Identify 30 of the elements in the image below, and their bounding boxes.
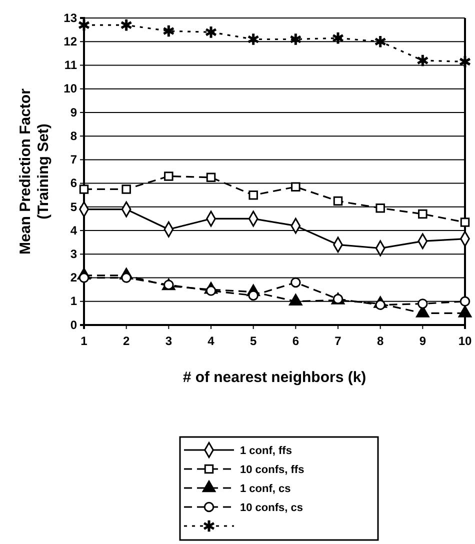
y-tick-label: 7 — [70, 152, 78, 167]
y-tick-label: 4 — [70, 223, 78, 238]
y-tick-label: 0 — [70, 318, 78, 332]
x-tick-label: 10 — [458, 334, 472, 348]
x-tick-label: 2 — [122, 334, 130, 348]
x-tick-label: 1 — [80, 334, 88, 348]
y-tick-label: 6 — [70, 176, 78, 190]
y-tick-label: 12 — [64, 34, 78, 48]
x-axis-title: # of nearest neighbors (k) — [182, 369, 366, 386]
x-tick-label: 8 — [376, 334, 384, 348]
x-tick-label: 4 — [208, 334, 215, 348]
x-tick-label: 6 — [292, 334, 300, 348]
y-tick-label: 13 — [64, 10, 78, 25]
legend-label: 1 conf, ffs — [240, 445, 292, 457]
y-axis-title: Mean Prediction Factor (Training Set) — [17, 88, 52, 254]
legend-label: 10 confs, cs — [240, 502, 303, 514]
y-tick-label: 3 — [70, 246, 78, 261]
x-tick-label: 7 — [334, 334, 342, 348]
y-tick-label: 9 — [70, 105, 78, 120]
y-tick-label: 2 — [70, 270, 78, 285]
x-tick-label: 3 — [165, 334, 172, 348]
y-tick-label: 5 — [70, 200, 78, 214]
y-tick-label: 1 — [70, 294, 78, 308]
x-tick-label: 5 — [250, 334, 257, 348]
legend-label: 1 conf, cs — [240, 483, 291, 495]
y-tick-label: 8 — [70, 128, 78, 143]
y-tick-label: 10 — [64, 82, 78, 96]
y-tick-label: 11 — [64, 58, 78, 72]
legend-label: 10 confs, ffs — [240, 464, 304, 476]
x-tick-label: 9 — [419, 334, 426, 348]
